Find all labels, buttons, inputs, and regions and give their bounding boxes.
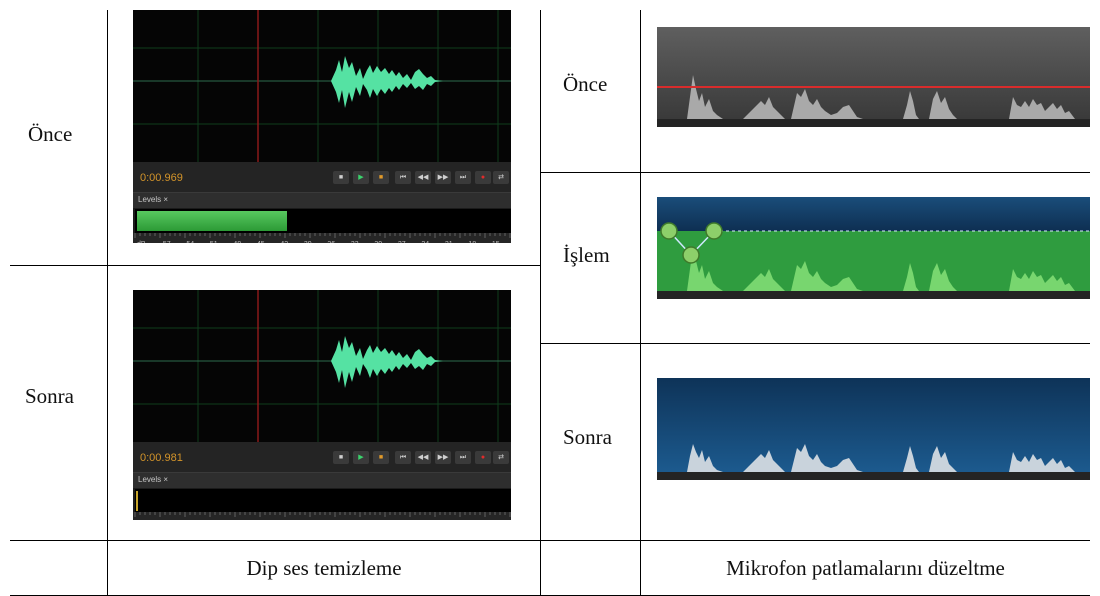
row-divider-left [10,265,540,266]
table-divider-middle [540,10,541,596]
levels-tab-label: Levels × [138,475,169,484]
levels-panel-tab[interactable]: Levels × [133,192,511,208]
meter-scale-label: -42 [278,241,288,243]
meter-scale-label: -33 [349,241,359,243]
go-end-button[interactable]: ⏭ [455,171,471,184]
audio-editor-after: 0:00.981 ■ ▶ ■ ⏮ ◀◀ ▶▶ ⏭ ● ⇄ Levels × dB… [133,290,511,520]
play-button[interactable]: ▶ [353,171,369,184]
stop-button[interactable]: ■ [333,451,349,464]
meter-scale-label: -48 [231,241,241,243]
record-button[interactable]: ● [475,451,491,464]
meter-scale-label: -24 [419,241,429,243]
caption-row-top [10,540,1090,541]
meter-scale-label: -51 [208,241,218,243]
go-end-button[interactable]: ⏭ [455,451,471,464]
go-start-button[interactable]: ⏮ [395,451,411,464]
level-meter [135,489,511,513]
meter-scale-label: -45 [255,241,265,243]
time-display: 0:00.981 [140,452,183,464]
waveform-view[interactable] [133,290,511,442]
pause-button[interactable]: ■ [373,451,389,464]
waveform-strip-before [657,27,1090,127]
meter-scale-label: -57 [161,241,171,243]
meter-scale-label: -39 [302,241,312,243]
levels-tab-label: Levels × [138,195,169,204]
caption-plosive-fix: Mikrofon patlamalarını düzeltme [726,556,1005,580]
envelope-handle-middle[interactable] [682,246,700,264]
meter-scale-label: dB [137,241,146,243]
pause-button[interactable]: ■ [373,171,389,184]
loop-button[interactable]: ⇄ [493,171,509,184]
waveform-view[interactable] [133,10,511,162]
waveform-graphic [133,10,511,162]
audio-editor-before: 0:00.969 ■ ▶ ■ ⏮ ◀◀ ▶▶ ⏭ ● ⇄ Levels × dB… [133,10,511,243]
transport-bar: 0:00.981 ■ ▶ ■ ⏮ ◀◀ ▶▶ ⏭ ● ⇄ [133,442,511,472]
waveform-strip-process [657,197,1090,299]
level-meter-fill [136,491,138,511]
meter-scale-label: -54 [184,241,194,243]
table-divider-left [107,10,108,596]
rewind-button[interactable]: ◀◀ [415,451,431,464]
row-label-left-before: Önce [28,122,73,146]
row-label-right-process: İşlem [563,243,610,267]
meter-scale-label: -18 [466,241,476,243]
meter-scale-label: -36 [325,241,335,243]
fast-forward-button[interactable]: ▶▶ [435,171,451,184]
fast-forward-button[interactable]: ▶▶ [435,451,451,464]
meter-scale-label: -30 [372,241,382,243]
row-label-right-before: Önce [563,72,608,96]
row-divider-right-2 [540,343,1090,344]
envelope-handle-left[interactable] [660,222,678,240]
level-meter-fill [137,211,287,231]
level-meter [135,209,511,233]
waveform-graphic [657,378,1090,480]
meter-scale-ticks: dB-57-54-51-48-45-42-39-36-33-30-27-24-2… [134,512,511,517]
stop-button[interactable]: ■ [333,171,349,184]
meter-scale-ticks: dB -57 -54 -51 -48 -45 -42 -39 -36 -33 -30 -27 -24 -2… [134,233,511,243]
row-divider-right-1 [540,172,1090,173]
meter-scale-label: -15 [490,241,500,243]
transport-bar: 0:00.969 ■ ▶ ■ ⏮ ◀◀ ▶▶ ⏭ ● ⇄ [133,162,511,192]
waveform-graphic [133,290,511,442]
time-display: 0:00.969 [140,172,183,184]
row-label-right-after: Sonra [563,425,612,449]
row-label-left-after: Sonra [25,384,74,408]
meter-scale-label: -21 [443,241,453,243]
meter-scale: dB-57-54-51-48-45-42-39-36-33-30-27-24-2… [133,512,511,520]
waveform-graphic [657,27,1090,127]
meter-scale: dB -57 -54 -51 -48 -45 -42 -39 -36 -33 -30 -27 -24 -2… [133,233,511,243]
waveform-graphic [657,197,1090,299]
levels-panel-tab[interactable]: Levels × [133,472,511,488]
go-start-button[interactable]: ⏮ [395,171,411,184]
record-button[interactable]: ● [475,171,491,184]
table-divider-right [640,10,641,596]
loop-button[interactable]: ⇄ [493,451,509,464]
rewind-button[interactable]: ◀◀ [415,171,431,184]
waveform-strip-after [657,378,1090,480]
caption-noise-reduction: Dip ses temizleme [246,556,402,580]
meter-scale-label: -27 [396,241,406,243]
envelope-handle-right[interactable] [705,222,723,240]
play-button[interactable]: ▶ [353,451,369,464]
